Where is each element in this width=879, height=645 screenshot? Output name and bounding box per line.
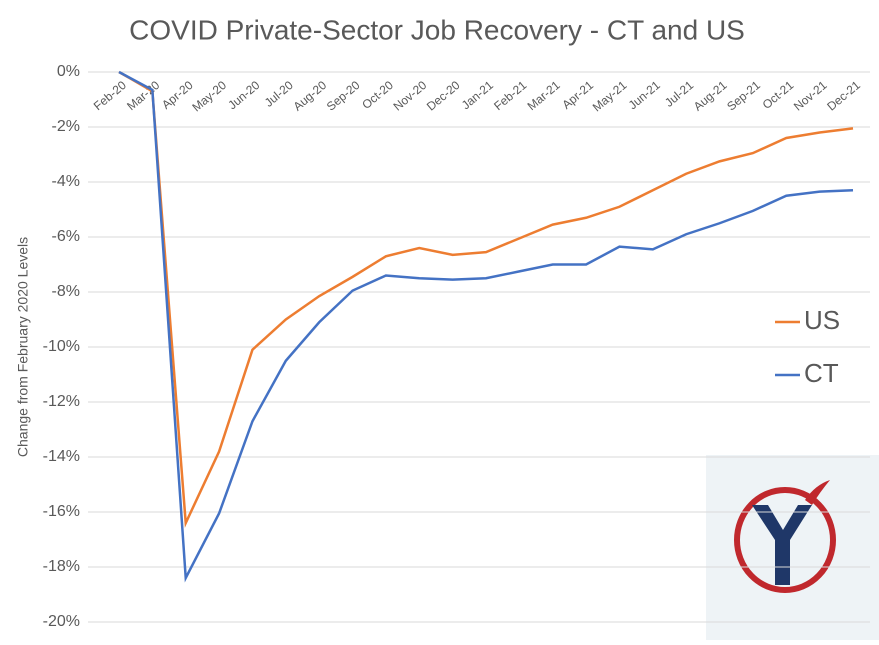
x-tick-label: Feb-20: [91, 78, 129, 113]
legend-label: US: [804, 305, 840, 335]
y-tick-label: -10%: [43, 338, 80, 355]
y-tick-label: -20%: [43, 613, 80, 630]
x-tick-label: Nov-20: [391, 78, 430, 114]
x-tick-label: Apr-21: [559, 78, 596, 112]
logo: [706, 455, 879, 640]
logo-background: [706, 455, 879, 640]
x-tick-label: Nov-21: [791, 78, 830, 114]
logo-ring: [734, 487, 836, 593]
y-tick-label: -8%: [52, 283, 80, 300]
x-tick-label: Mar-21: [525, 78, 563, 113]
y-tick-label: -4%: [52, 173, 80, 190]
x-tick-label: Aug-20: [291, 78, 330, 114]
y-tick-label: -6%: [52, 228, 80, 245]
x-tick-label: Dec-21: [824, 78, 863, 114]
x-tick-label: Aug-21: [691, 78, 730, 114]
x-tick-label: May-20: [189, 78, 229, 115]
logo-flame: [805, 480, 830, 505]
y-tick-label: -14%: [43, 448, 80, 465]
y-tick-label: -2%: [52, 118, 80, 135]
x-tick-label: Apr-20: [159, 78, 196, 112]
y-axis-label: Change from February 2020 Levels: [15, 237, 31, 457]
legend-label: CT: [804, 358, 839, 388]
y-tick-label: -18%: [43, 558, 80, 575]
x-tick-label: Sep-20: [324, 78, 363, 114]
logo-y: [752, 505, 812, 585]
x-tick-label: Mar-20: [124, 78, 162, 113]
x-tick-label: Jul-21: [662, 78, 696, 110]
x-tick-label: Dec-20: [424, 78, 463, 114]
line-series: [118, 70, 854, 583]
x-tick-label: Jul-20: [262, 78, 296, 110]
y-tick-label: -16%: [43, 503, 80, 520]
y-tick-label: 0%: [57, 63, 80, 80]
y-tick-label: -12%: [43, 393, 80, 410]
x-tick-label: Jan-21: [459, 78, 496, 113]
x-tick-label: Jun-20: [225, 78, 262, 113]
line-series: [118, 70, 854, 528]
x-tick-label: Oct-20: [359, 78, 396, 112]
x-tick-label: Feb-21: [491, 78, 529, 113]
x-tick-label: Oct-21: [760, 78, 797, 112]
x-tick-label: Jun-21: [626, 78, 663, 113]
chart-title: COVID Private-Sector Job Recovery - CT a…: [129, 14, 745, 45]
x-tick-label: May-21: [590, 78, 630, 115]
x-tick-label: Sep-21: [724, 78, 763, 114]
